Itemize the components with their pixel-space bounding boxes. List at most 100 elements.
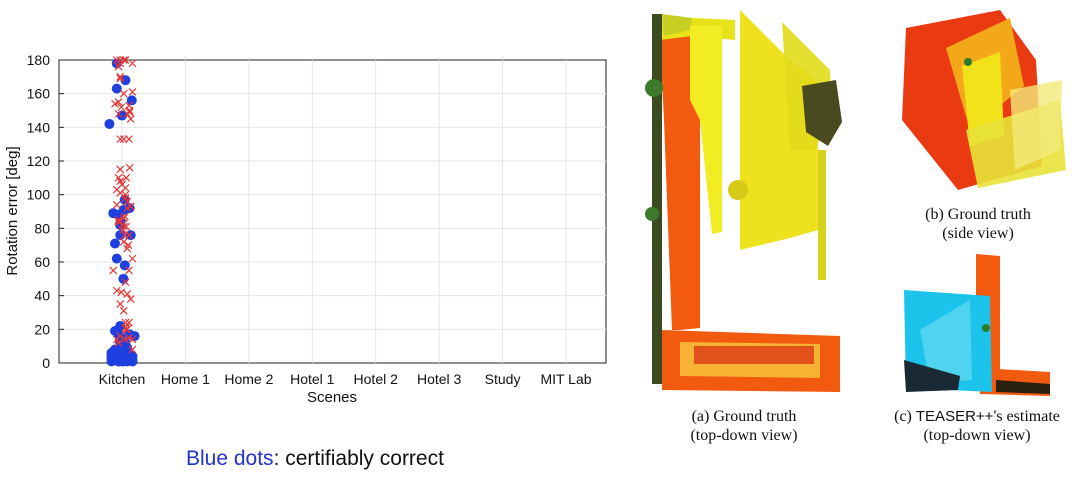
y-tick-label: 0 bbox=[42, 355, 50, 371]
point-cloud-top-down-ground-truth bbox=[645, 10, 842, 392]
incorrect-point bbox=[123, 290, 132, 298]
caption-c: (c) TEASER++'s estimate (top-down view) bbox=[872, 407, 1080, 445]
certified-point bbox=[126, 95, 137, 106]
certified-point bbox=[119, 260, 130, 271]
x-tick-labels: Kitchen Home 1 Home 2 Hotel 1 Hotel 2 Hotel 3… bbox=[99, 371, 592, 387]
incorrect-point bbox=[121, 190, 130, 199]
incorrect-point bbox=[122, 173, 131, 182]
incorrect-point bbox=[128, 345, 137, 354]
incorrect-point bbox=[114, 173, 123, 182]
incorrect-point bbox=[120, 335, 129, 344]
certified-point bbox=[125, 230, 136, 241]
x-tick-label: Hotel 2 bbox=[354, 371, 399, 387]
certified-point bbox=[108, 349, 119, 360]
incorrect-point bbox=[128, 335, 137, 344]
incorrect-point bbox=[125, 163, 134, 172]
point-cloud-side-view-ground-truth bbox=[902, 10, 1066, 190]
incorrect-point bbox=[119, 237, 128, 246]
incorrect-point bbox=[128, 59, 137, 68]
x-tick-label: Hotel 1 bbox=[290, 371, 335, 387]
incorrect-point bbox=[125, 101, 133, 110]
x-tick-label: Kitchen bbox=[99, 371, 146, 387]
y-tick-label: 140 bbox=[27, 119, 51, 135]
incorrect-point bbox=[114, 109, 123, 118]
caption-b-label: (b) Ground truth bbox=[925, 206, 1031, 223]
incorrect-point bbox=[117, 288, 126, 297]
incorrect-point bbox=[121, 278, 130, 287]
y-tick-label: 120 bbox=[27, 153, 51, 169]
incorrect-point bbox=[121, 184, 130, 192]
incorrect-point bbox=[116, 135, 125, 144]
certified-point bbox=[118, 273, 129, 284]
certified-point bbox=[120, 75, 131, 86]
legend-note-text: : certifiably correct bbox=[273, 447, 444, 470]
certified-point bbox=[111, 253, 122, 264]
plot-frame bbox=[58, 59, 607, 364]
incorrect-point bbox=[119, 222, 128, 231]
y-tick-label: 100 bbox=[27, 187, 51, 203]
incorrect-point bbox=[128, 254, 137, 263]
legend-note: Blue dots: certifiably correct bbox=[186, 447, 444, 471]
y-tick-label: 60 bbox=[34, 254, 50, 270]
point-cloud-teaser-estimate bbox=[904, 254, 1050, 396]
certified-point bbox=[104, 118, 115, 129]
caption-a-sub: (top-down view) bbox=[690, 427, 798, 444]
incorrect-point bbox=[116, 74, 125, 83]
incorrect-point bbox=[121, 194, 130, 202]
incorrect-point bbox=[123, 109, 132, 118]
grid-lines bbox=[59, 60, 606, 363]
x-tick-label: Home 2 bbox=[224, 371, 273, 387]
caption-c-label: (c) TEASER++'s estimate bbox=[872, 407, 1080, 426]
incorrect-point bbox=[116, 59, 125, 68]
incorrect-point bbox=[123, 204, 132, 213]
incorrect-point bbox=[119, 89, 128, 98]
incorrect-point bbox=[125, 318, 133, 327]
incorrect-point bbox=[125, 135, 133, 144]
incorrect-point bbox=[116, 56, 125, 64]
incorrect-point bbox=[126, 295, 135, 303]
x-tick-label: Hotel 3 bbox=[417, 371, 462, 387]
data-points bbox=[104, 56, 140, 367]
incorrect-point bbox=[112, 185, 121, 194]
caption-a-label: (a) Ground truth bbox=[691, 408, 797, 425]
certified-point bbox=[110, 238, 121, 249]
incorrect-point bbox=[123, 325, 132, 334]
incorrect-point bbox=[117, 103, 126, 112]
y-tick-label: 160 bbox=[27, 86, 51, 102]
incorrect-point bbox=[114, 338, 123, 347]
y-tick-label: 180 bbox=[27, 52, 51, 68]
y-tick-labels: 0 20 40 60 80 100 120 140 160 180 bbox=[27, 52, 64, 371]
incorrect-point bbox=[116, 300, 125, 309]
incorrect-point bbox=[125, 266, 133, 275]
x-axis-label: Scenes bbox=[307, 389, 357, 406]
incorrect-point bbox=[126, 114, 135, 123]
incorrect-point bbox=[112, 286, 121, 295]
y-tick-label: 20 bbox=[34, 321, 50, 337]
incorrect-point bbox=[119, 306, 128, 315]
caption-c-sub: (top-down view) bbox=[923, 427, 1031, 444]
caption-b-sub: (side view) bbox=[942, 225, 1014, 242]
incorrect-point bbox=[109, 266, 118, 275]
caption-c-method: TEASER++ bbox=[915, 408, 994, 425]
caption-a: (a) Ground truth (top-down view) bbox=[650, 407, 838, 445]
incorrect-point bbox=[116, 72, 125, 81]
incorrect-point bbox=[112, 200, 121, 209]
y-tick-label: 40 bbox=[34, 288, 50, 304]
caption-c-suffix: 's estimate bbox=[993, 408, 1060, 425]
incorrect-point bbox=[122, 325, 131, 334]
incorrect-point bbox=[123, 244, 132, 253]
incorrect-point bbox=[114, 215, 123, 224]
x-tick-label: Study bbox=[485, 371, 521, 387]
incorrect-point bbox=[111, 99, 119, 108]
x-tick-label: Home 1 bbox=[161, 371, 210, 387]
certified-point bbox=[111, 83, 122, 94]
incorrect-point bbox=[125, 231, 133, 239]
x-tick-label: MIT Lab bbox=[540, 371, 591, 387]
y-axis-label: Rotation error [deg] bbox=[4, 146, 21, 275]
y-tick-label: 80 bbox=[34, 220, 50, 236]
certified-point bbox=[111, 326, 122, 337]
caption-c-prefix: (c) bbox=[894, 408, 916, 425]
incorrect-point bbox=[116, 165, 125, 174]
certified-point bbox=[113, 356, 124, 367]
